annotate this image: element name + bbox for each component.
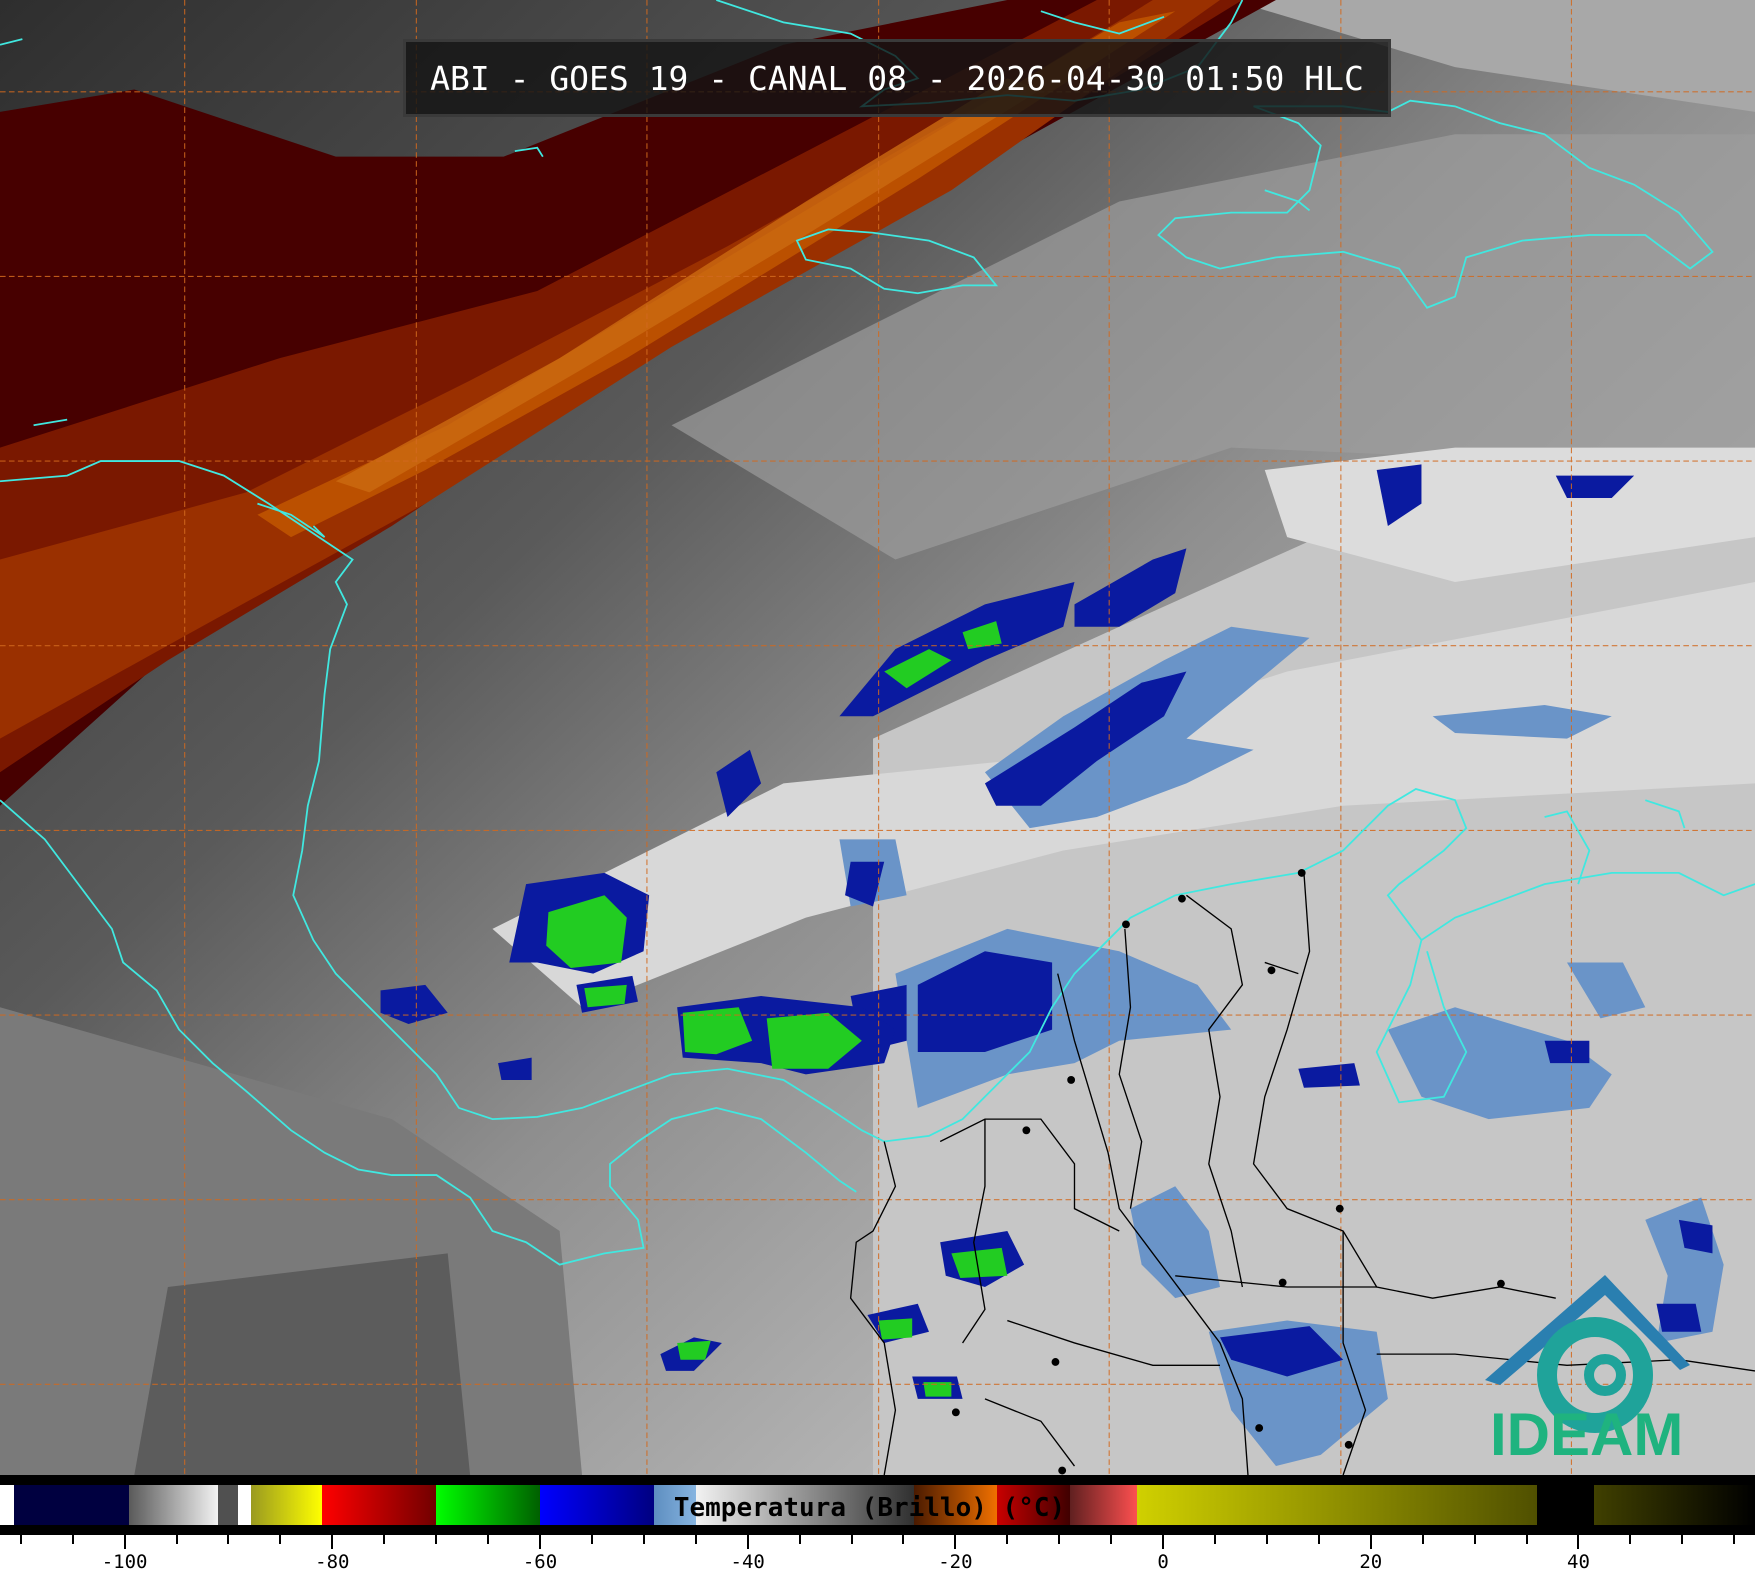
colorbar-tick <box>746 1535 749 1549</box>
colorbar-tick <box>331 1535 334 1549</box>
colorbar-tick-label: -20 <box>938 1551 973 1573</box>
title-box: ABI - GOES 19 - CANAL 08 - 2026-04-30 01… <box>403 39 1391 117</box>
colorbar-tick <box>1317 1535 1320 1544</box>
logo-swirl-icon <box>1537 1317 1653 1433</box>
colorbar-label-text: Temperatura (Brillo) (°C) <box>673 1493 1066 1523</box>
colorbar-tick-label: -60 <box>522 1551 558 1573</box>
logo-text: IDEAM <box>1490 1401 1684 1468</box>
colorbar-tick <box>954 1535 957 1549</box>
dry-air-band <box>0 0 1276 806</box>
colorbar-tick-label: 40 <box>1567 1551 1590 1573</box>
colorbar-tick <box>1577 1535 1580 1549</box>
colorbar-tick-label: -80 <box>315 1551 350 1573</box>
colorbar-tick <box>798 1535 801 1544</box>
colorbar-tick <box>539 1535 541 1549</box>
colorbar-tick <box>71 1535 74 1544</box>
colorbar-tick <box>1473 1535 1476 1544</box>
colorbar-tick <box>175 1535 178 1544</box>
colorbar-tick <box>850 1535 853 1544</box>
lat-lon-grid <box>0 0 1755 1475</box>
colorbar-tick <box>902 1535 905 1544</box>
colorbar-tick <box>383 1535 386 1544</box>
colorbar-tick <box>1006 1535 1009 1544</box>
colorbar-tick <box>1162 1535 1165 1549</box>
colorbar-segment <box>1137 1485 1538 1525</box>
satellite-map <box>0 0 1755 1475</box>
colorbar-tick <box>1110 1535 1113 1544</box>
colorbar-tick <box>1629 1535 1632 1544</box>
cloud-cells <box>380 464 1724 1467</box>
colorbar-segment <box>0 1485 14 1525</box>
colorbar-segment <box>251 1485 323 1525</box>
colorbar-tick <box>19 1535 22 1544</box>
colorbar-tick <box>1681 1535 1684 1544</box>
colorbar-tick <box>1214 1535 1216 1544</box>
colorbar-tick <box>435 1535 438 1544</box>
colorbar-segment <box>996 1485 1071 1525</box>
colorbar-segment <box>218 1485 239 1525</box>
colorbar-segment <box>128 1485 219 1525</box>
colorbar-tick <box>1265 1535 1268 1544</box>
colorbar-segment <box>321 1485 437 1525</box>
colorbar-segment <box>1594 1485 1755 1525</box>
colorbar-axis: -100 -80 -60 -40 -20 0 20 40 <box>0 1535 1755 1577</box>
admin-borders <box>849 872 1755 1475</box>
colorbar-gradient <box>0 1485 1755 1525</box>
colorbar-segment <box>1536 1485 1595 1525</box>
colorbar-tick <box>590 1535 593 1544</box>
logo-roof-icon <box>1485 1275 1690 1385</box>
colorbar-tick <box>1058 1535 1061 1544</box>
colorbar-tick <box>123 1535 126 1549</box>
colorbar-tick-label: 0 <box>1157 1551 1169 1573</box>
city-markers <box>951 868 1505 1475</box>
colorbar-segment <box>237 1485 252 1525</box>
colorbar-segment <box>540 1485 655 1525</box>
colorbar-tick <box>487 1535 490 1544</box>
colorbar-tick-label: -40 <box>730 1551 765 1573</box>
ideam-logo <box>1485 1275 1690 1433</box>
colorbar-tick <box>694 1535 697 1544</box>
colorbar-tick <box>642 1535 645 1544</box>
colorbar-label: Temperatura (Brillo) (°C) <box>0 1488 1755 1528</box>
colorbar-segment <box>654 1485 697 1525</box>
colorbar-tick <box>279 1535 282 1544</box>
colorbar-tick <box>1733 1535 1736 1544</box>
colorbar <box>0 1475 1755 1535</box>
image-title: ABI - GOES 19 - CANAL 08 - 2026-04-30 01… <box>430 58 1364 98</box>
colorbar-tick-label: 20 <box>1359 1551 1383 1573</box>
colorbar-segment <box>695 1485 915 1525</box>
colorbar-tick <box>227 1535 230 1544</box>
colorbar-tick-label: -100 <box>101 1551 148 1573</box>
colorbar-segment <box>13 1485 130 1525</box>
colorbar-tick <box>1369 1535 1372 1549</box>
colorbar-segment <box>436 1485 541 1525</box>
colorbar-tick <box>1525 1535 1528 1544</box>
colorbar-segment <box>913 1485 998 1525</box>
colorbar-segment <box>1069 1485 1138 1525</box>
colorbar-tick <box>1421 1535 1424 1544</box>
